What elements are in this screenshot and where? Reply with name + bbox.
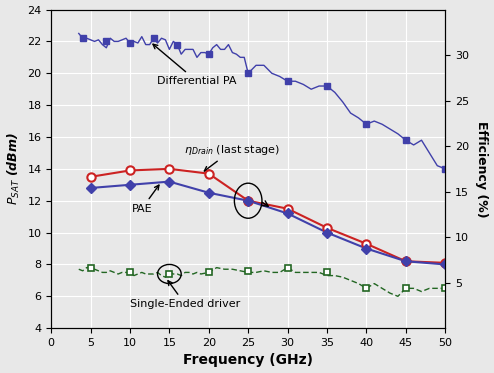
Text: Differential PA: Differential PA: [153, 44, 237, 86]
Y-axis label: $P_{SAT}$ (dBm): $P_{SAT}$ (dBm): [5, 132, 22, 205]
Y-axis label: Efficiency (%): Efficiency (%): [475, 120, 489, 217]
Text: Single-Ended driver: Single-Ended driver: [130, 281, 240, 309]
X-axis label: Frequency (GHz): Frequency (GHz): [183, 354, 313, 367]
Text: PAE: PAE: [131, 185, 159, 214]
Text: $\eta_{Drain}$ (last stage): $\eta_{Drain}$ (last stage): [184, 143, 281, 171]
